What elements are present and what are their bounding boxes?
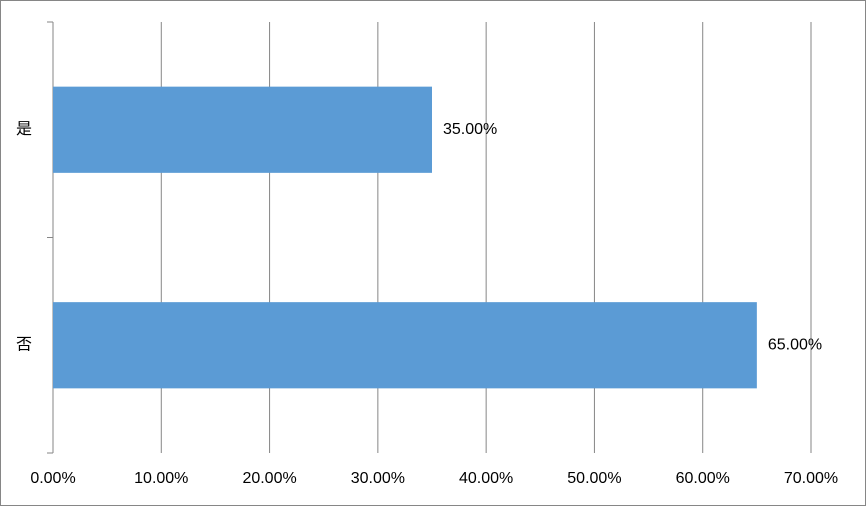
x-tick-label: 70.00% bbox=[784, 470, 838, 487]
x-tick-label: 30.00% bbox=[351, 470, 405, 487]
x-tick-label: 20.00% bbox=[242, 470, 296, 487]
x-tick-label: 10.00% bbox=[134, 470, 188, 487]
data-label: 35.00% bbox=[443, 121, 497, 138]
y-tick-label: 是 bbox=[16, 121, 32, 138]
x-tick-label: 0.00% bbox=[30, 470, 75, 487]
bar bbox=[53, 302, 757, 389]
bar bbox=[53, 86, 432, 173]
x-tick-label: 40.00% bbox=[459, 470, 513, 487]
data-label: 65.00% bbox=[768, 336, 822, 353]
y-tick-label: 否 bbox=[16, 336, 32, 353]
x-tick-label: 60.00% bbox=[676, 470, 730, 487]
x-tick-label: 50.00% bbox=[567, 470, 621, 487]
